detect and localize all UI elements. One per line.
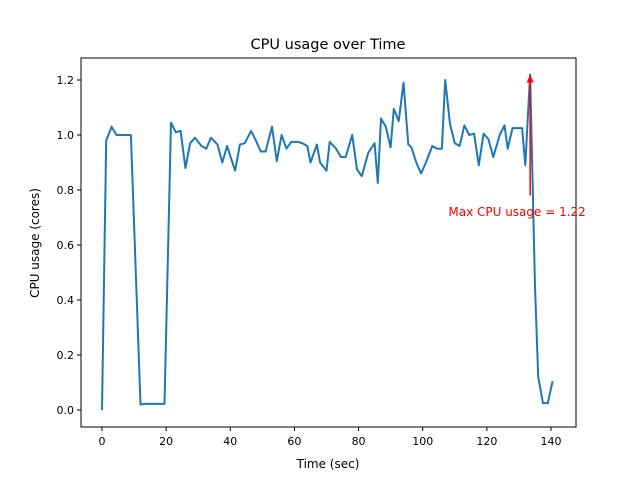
x-tick-label: 140 — [540, 435, 561, 448]
x-tick-label: 0 — [99, 435, 106, 448]
y-tick-label: 1.0 — [57, 129, 75, 142]
x-tick-label: 120 — [476, 435, 497, 448]
annotation-text: Max CPU usage = 1.22 — [448, 205, 585, 219]
x-tick-label: 60 — [287, 435, 301, 448]
y-axis-label: CPU usage (cores) — [28, 188, 42, 298]
y-tick-label: 0.8 — [57, 184, 75, 197]
x-axis-label: Time (sec) — [296, 457, 360, 471]
x-tick-label: 20 — [159, 435, 173, 448]
x-tick-label: 100 — [412, 435, 433, 448]
annotation-arrowhead — [526, 74, 534, 83]
chart-title: CPU usage over Time — [251, 37, 406, 53]
y-tick-label: 1.2 — [57, 74, 75, 87]
y-tick-label: 0.6 — [57, 239, 75, 252]
y-tick-label: 0.0 — [57, 404, 75, 417]
x-tick-label: 80 — [352, 435, 366, 448]
plot-area-frame — [80, 57, 577, 428]
series-line — [101, 73, 554, 411]
x-tick-label: 40 — [223, 435, 237, 448]
y-tick-label: 0.4 — [57, 294, 75, 307]
y-tick-label: 0.2 — [57, 349, 75, 362]
